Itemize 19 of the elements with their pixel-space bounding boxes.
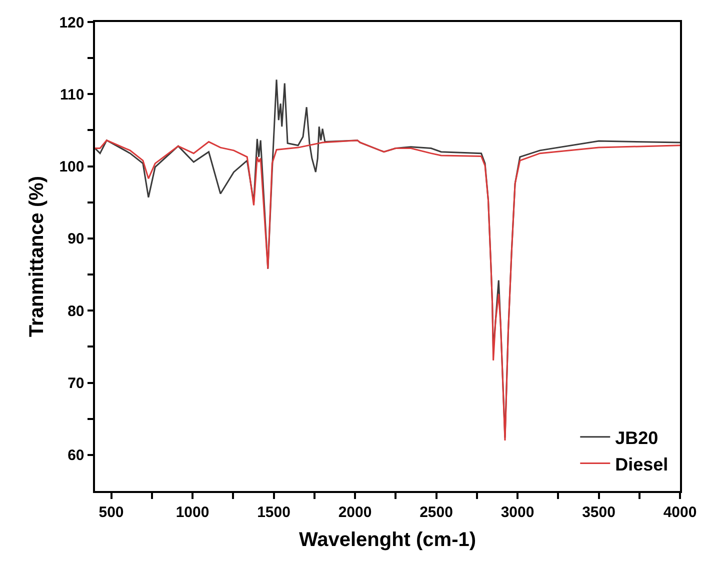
legend-label: Diesel [615, 454, 668, 474]
x-tick-label: 4000 [663, 504, 697, 521]
y-axis-title: Tranmittance (%) [26, 176, 48, 338]
y-tick-label: 80 [68, 302, 84, 320]
x-tick-label: 1500 [257, 504, 290, 521]
x-tick-label: 1000 [176, 504, 210, 521]
y-tick-label: 120 [59, 14, 84, 32]
y-tick-label: 100 [59, 158, 84, 176]
y-tick-label: 90 [68, 230, 84, 248]
y-tick-label: 110 [60, 86, 84, 104]
x-tick-label: 2500 [420, 504, 453, 521]
x-tick-label: 3000 [500, 504, 534, 521]
y-tick-label: 70 [68, 375, 84, 392]
y-tick-label: 60 [68, 447, 84, 464]
x-tick-label: 2000 [338, 504, 372, 521]
x-axis-title: Wavelenght (cm-1) [298, 528, 476, 551]
x-tick-label: 500 [98, 504, 124, 521]
legend-label: JB20 [615, 428, 658, 448]
x-tick-label: 3500 [582, 504, 616, 521]
